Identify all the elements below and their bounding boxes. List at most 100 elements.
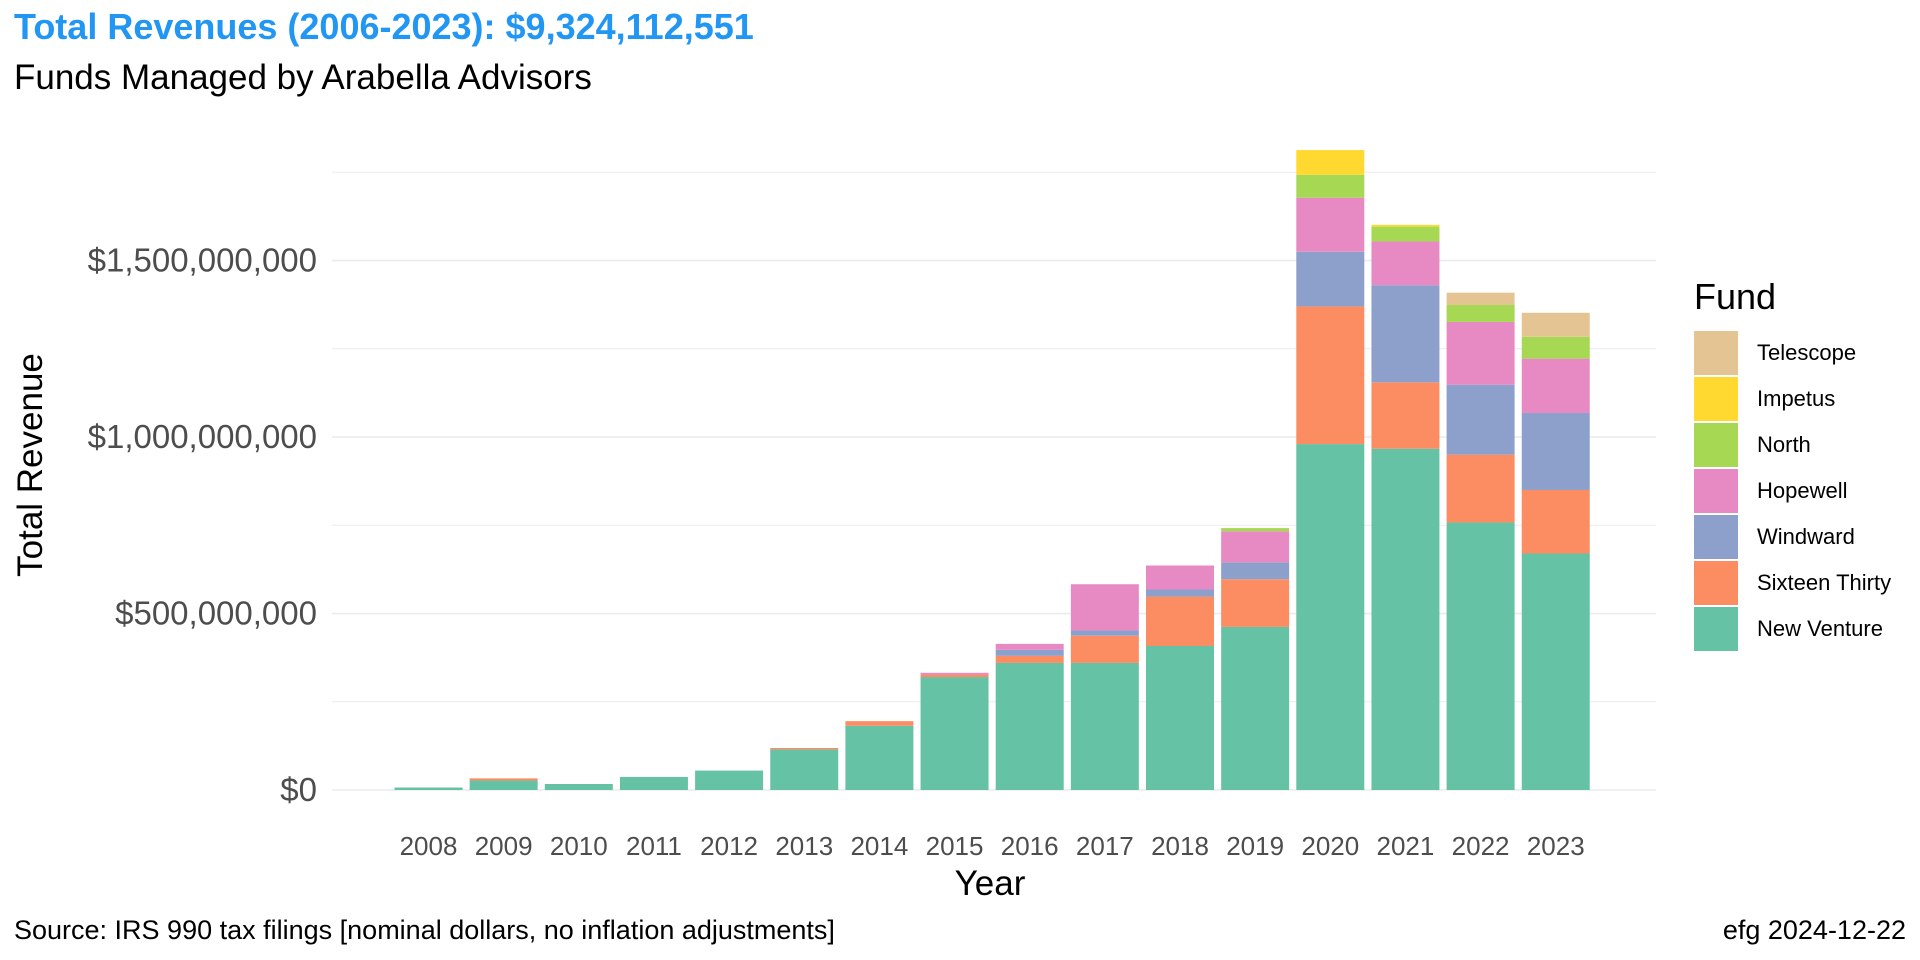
x-tick-label: 2008 <box>400 831 458 861</box>
bar-segment-sixteen-thirty-2023 <box>1521 489 1590 554</box>
bar-segment-new-venture-2009 <box>469 780 538 790</box>
y-tick-label: $1,000,000,000 <box>88 418 317 455</box>
bar-segment-hopewell-2021 <box>1371 241 1440 286</box>
legend-items: Telescope Impetus North Hopewell Windward Six… <box>1694 330 1891 652</box>
x-tick-label: 2014 <box>850 831 908 861</box>
y-tick-label: $1,500,000,000 <box>88 242 317 279</box>
bar-segment-impetus-2021 <box>1371 224 1440 227</box>
bar-segment-windward-2021 <box>1371 285 1440 383</box>
bar-segment-new-venture-2016 <box>995 662 1064 790</box>
x-tick-label: 2010 <box>550 831 608 861</box>
legend-title: Fund <box>1694 276 1777 317</box>
bar-segment-new-venture-2011 <box>619 776 688 790</box>
x-tick-label: 2012 <box>700 831 758 861</box>
bar-segment-impetus-2020 <box>1296 150 1365 175</box>
bar-segment-sixteen-thirty-2015 <box>920 674 989 678</box>
bar-segment-sixteen-thirty-2017 <box>1070 635 1139 663</box>
bar-segment-telescope-2022 <box>1446 292 1515 306</box>
bar-segment-new-venture-2012 <box>695 770 764 790</box>
bar-segment-north-2022 <box>1446 305 1515 322</box>
bar-segment-windward-2019 <box>1221 562 1290 580</box>
legend: Fund Telescope Impetus North Hopewell Windwa… <box>1694 276 1891 652</box>
legend-label: Windward <box>1757 524 1855 549</box>
legend-key <box>1694 377 1738 421</box>
bar-segment-new-venture-2010 <box>544 783 613 790</box>
x-axis-title: Year <box>955 864 1026 903</box>
legend-item: Sixteen Thirty <box>1694 560 1891 606</box>
legend-label: Impetus <box>1757 386 1836 411</box>
bars <box>394 150 1590 790</box>
x-tick-label: 2019 <box>1226 831 1284 861</box>
y-tick-labels: $0 $500,000,000 $1,000,000,000 $1,500,000,0… <box>88 242 317 808</box>
y-axis-title: Total Revenue <box>11 353 50 577</box>
legend-label: North <box>1757 432 1811 457</box>
bar-segment-sixteen-thirty-2018 <box>1146 596 1214 646</box>
x-tick-label: 2022 <box>1452 831 1510 861</box>
bar-segment-sixteen-thirty-2019 <box>1221 579 1290 627</box>
bar-segment-hopewell-2020 <box>1296 197 1365 252</box>
x-tick-label: 2021 <box>1377 831 1435 861</box>
y-tick-label: $500,000,000 <box>115 595 317 632</box>
legend-key <box>1694 469 1738 513</box>
x-tick-labels: 2008 2009 2010 2011 2012 2013 2014 2015 2016 2017… <box>400 831 1585 861</box>
bar-segment-windward-2017 <box>1070 630 1139 636</box>
bar-segment-hopewell-2018 <box>1146 565 1214 590</box>
legend-label: Telescope <box>1757 340 1857 365</box>
bar-segment-hopewell-2017 <box>1070 584 1139 631</box>
x-tick-label: 2020 <box>1301 831 1359 861</box>
bar-segment-new-venture-2013 <box>770 749 839 790</box>
source-caption: Source: IRS 990 tax filings [nominal dol… <box>14 915 835 945</box>
bar-segment-windward-2020 <box>1296 251 1365 307</box>
bar-segment-new-venture-2014 <box>845 725 914 790</box>
x-tick-label: 2017 <box>1076 831 1134 861</box>
legend-key <box>1694 331 1738 375</box>
x-tick-label: 2018 <box>1151 831 1209 861</box>
bar-segment-new-venture-2015 <box>920 677 989 790</box>
bar-segment-hopewell-2015 <box>920 672 989 675</box>
legend-label: New Venture <box>1757 616 1883 641</box>
legend-label: Sixteen Thirty <box>1757 570 1892 595</box>
chart-title: Total Revenues (2006-2023): $9,324,112,5… <box>14 6 754 47</box>
bar-segment-hopewell-2016 <box>995 643 1064 650</box>
bar-segment-windward-2016 <box>995 649 1064 656</box>
y-tick-label: $0 <box>280 771 317 808</box>
bar-segment-north-2021 <box>1371 226 1440 242</box>
bar-segment-new-venture-2019 <box>1221 626 1290 790</box>
bar-segment-sixteen-thirty-2013 <box>770 747 839 750</box>
bar-segment-windward-2022 <box>1446 384 1515 455</box>
legend-item: Hopewell <box>1694 468 1891 514</box>
x-tick-label: 2009 <box>475 831 533 861</box>
bar-segment-sixteen-thirty-2014 <box>845 721 914 726</box>
legend-key <box>1694 607 1738 651</box>
x-tick-label: 2013 <box>775 831 833 861</box>
legend-item: Windward <box>1694 514 1891 560</box>
bar-segment-sixteen-thirty-2016 <box>995 655 1064 663</box>
x-tick-label: 2016 <box>1001 831 1059 861</box>
bar-segment-north-2020 <box>1296 174 1365 198</box>
bar-segment-sixteen-thirty-2020 <box>1296 306 1365 445</box>
legend-item: Impetus <box>1694 376 1891 422</box>
bar-segment-sixteen-thirty-2022 <box>1446 454 1515 523</box>
bar-segment-hopewell-2023 <box>1521 358 1590 414</box>
x-tick-label: 2011 <box>626 831 682 861</box>
bar-segment-sixteen-thirty-2009 <box>469 778 538 781</box>
x-tick-label: 2023 <box>1527 831 1585 861</box>
bar-segment-new-venture-2022 <box>1446 522 1515 790</box>
bar-segment-hopewell-2019 <box>1221 531 1290 563</box>
bar-segment-windward-2023 <box>1521 413 1590 490</box>
bar-segment-new-venture-2021 <box>1371 448 1440 790</box>
bar-segment-new-venture-2017 <box>1070 662 1139 790</box>
bar-segment-new-venture-2008 <box>394 787 463 790</box>
legend-item: Telescope <box>1694 330 1891 376</box>
bar-segment-new-venture-2018 <box>1146 645 1214 790</box>
bar-segment-new-venture-2023 <box>1521 553 1590 790</box>
bar-segment-new-venture-2020 <box>1296 444 1365 790</box>
legend-item: North <box>1694 422 1891 468</box>
legend-key <box>1694 561 1738 605</box>
legend-label: Hopewell <box>1757 478 1848 503</box>
bar-segment-sixteen-thirty-2021 <box>1371 382 1440 449</box>
legend-key <box>1694 423 1738 467</box>
bar-segment-north-2019 <box>1221 528 1290 532</box>
bar-segment-windward-2018 <box>1146 589 1214 597</box>
